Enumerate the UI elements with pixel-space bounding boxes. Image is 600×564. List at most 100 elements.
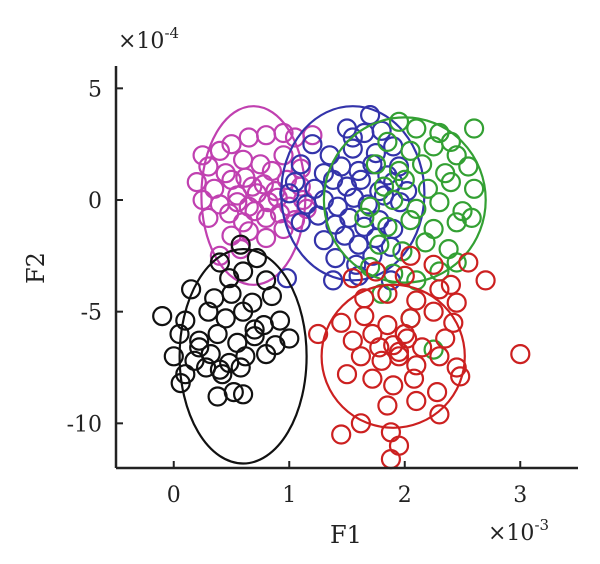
data-point	[446, 145, 467, 166]
data-point	[377, 131, 398, 152]
data-point	[186, 172, 207, 193]
data-point	[350, 346, 371, 367]
data-point	[446, 252, 467, 273]
data-point	[373, 176, 395, 197]
data-point	[256, 227, 277, 249]
data-point	[227, 185, 248, 206]
data-point	[246, 248, 267, 269]
data-point	[383, 189, 404, 211]
data-point	[429, 404, 450, 425]
data-point	[397, 181, 418, 202]
data-point	[369, 181, 390, 202]
data-point	[450, 366, 471, 387]
data-point	[360, 104, 381, 126]
data-point	[327, 196, 348, 217]
data-point	[256, 207, 277, 228]
data-point	[235, 346, 256, 367]
data-point	[406, 198, 427, 219]
data-point	[227, 332, 248, 353]
data-point	[230, 234, 251, 255]
data-point	[377, 395, 398, 416]
data-point	[223, 382, 244, 403]
data-point	[427, 382, 448, 403]
data-point	[290, 212, 311, 233]
data-point	[406, 390, 427, 412]
data-point	[261, 285, 282, 307]
data-point	[198, 301, 219, 322]
data-point	[440, 172, 461, 193]
data-point	[325, 248, 346, 269]
data-point	[412, 154, 433, 175]
data-point	[415, 232, 436, 253]
data-point	[362, 245, 383, 266]
series-4	[152, 234, 308, 465]
data-point	[357, 194, 378, 215]
data-point	[284, 172, 306, 193]
data-point	[383, 375, 404, 396]
data-point	[510, 344, 531, 365]
data-point	[354, 306, 375, 327]
data-point	[348, 234, 369, 255]
data-point	[388, 435, 410, 456]
data-point	[380, 236, 401, 257]
data-point	[440, 274, 461, 295]
x-exponent-label: ×10-3	[488, 516, 549, 546]
data-point	[464, 118, 485, 139]
data-point	[406, 290, 427, 311]
data-point	[200, 344, 221, 365]
data-point	[412, 337, 433, 358]
data-point	[215, 308, 236, 329]
data-point	[406, 355, 427, 376]
data-point	[394, 323, 415, 345]
data-point	[380, 422, 401, 443]
data-point	[221, 283, 242, 304]
data-point	[319, 145, 340, 166]
confidence-ellipse	[322, 116, 487, 284]
data-point	[360, 256, 381, 278]
x-tick-label: 2	[398, 483, 412, 508]
data-point	[244, 201, 265, 222]
data-point	[219, 268, 240, 289]
tick-labels: 0 1 2 3 5 0 -5 -10	[67, 77, 528, 508]
data-point	[400, 245, 421, 266]
data-point	[377, 315, 398, 336]
data-point	[207, 323, 228, 345]
y-tick-label: -5	[81, 301, 102, 326]
data-point	[215, 163, 236, 184]
data-point	[276, 268, 297, 289]
data-point	[423, 301, 444, 322]
data-point	[258, 192, 279, 213]
data-point	[269, 310, 291, 331]
data-point	[446, 212, 467, 233]
data-point	[250, 154, 271, 175]
data-point	[227, 192, 248, 213]
data-point	[394, 169, 415, 190]
data-point	[290, 176, 311, 197]
data-point	[302, 125, 323, 146]
data-point	[256, 125, 277, 146]
data-point	[400, 140, 421, 161]
series-3	[308, 245, 531, 470]
data-point	[308, 323, 329, 345]
data-point	[181, 279, 202, 300]
confidence-ellipse	[320, 283, 466, 429]
data-point	[475, 270, 496, 291]
data-point	[443, 312, 464, 333]
data-point	[388, 346, 410, 367]
data-point	[331, 424, 352, 445]
x-axis-title: F1	[330, 521, 362, 549]
data-point	[233, 149, 254, 170]
data-point	[371, 120, 392, 141]
data-point	[244, 326, 265, 347]
data-point	[464, 178, 485, 199]
data-point	[336, 364, 358, 385]
data-point	[256, 344, 277, 365]
data-point	[365, 154, 386, 175]
x-tick-label: 1	[282, 483, 296, 508]
data-point	[342, 330, 363, 351]
data-point	[302, 134, 323, 155]
confidence-ellipse	[178, 247, 308, 465]
data-point	[230, 357, 251, 378]
data-point	[429, 279, 450, 300]
